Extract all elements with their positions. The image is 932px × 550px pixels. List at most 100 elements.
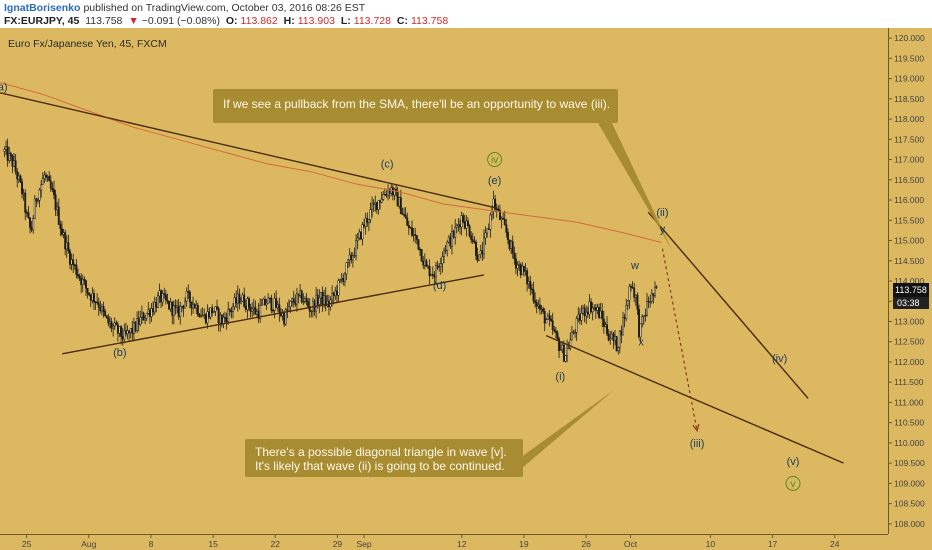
candle xyxy=(633,282,636,303)
note-pointer-sma xyxy=(598,123,672,250)
candle xyxy=(324,287,327,312)
y-tick-label: 108.500 xyxy=(894,499,925,509)
y-tick-label: 111.500 xyxy=(894,377,924,387)
candle xyxy=(45,172,47,182)
candle xyxy=(284,307,287,326)
bar-countdown: 03:38 xyxy=(893,297,929,309)
candle xyxy=(532,281,535,304)
candle xyxy=(120,325,123,345)
wave-label-text: v xyxy=(790,479,795,490)
candle xyxy=(602,310,605,334)
author-link[interactable]: IgnatBorisenko xyxy=(4,2,81,14)
y-tick-label: 116.000 xyxy=(894,195,924,205)
candle xyxy=(204,313,207,325)
trendline[interactable] xyxy=(545,335,844,464)
candle xyxy=(265,298,268,311)
wave-label-text: (c) xyxy=(381,159,394,171)
candle xyxy=(196,302,199,317)
candle xyxy=(188,290,191,309)
candle xyxy=(401,207,404,215)
wave-label: (iii) xyxy=(690,438,705,450)
candle xyxy=(243,287,246,308)
wave-label: (b) xyxy=(113,347,126,359)
x-tick-label: 29 xyxy=(333,539,343,549)
candle xyxy=(530,283,533,294)
trendlines[interactable] xyxy=(0,92,844,464)
candle xyxy=(639,323,642,343)
projection-line[interactable] xyxy=(661,248,698,431)
candle xyxy=(615,335,618,352)
candle xyxy=(240,297,242,305)
candle xyxy=(359,231,362,241)
candle xyxy=(489,212,492,238)
low-value: 113.728 xyxy=(353,15,391,27)
candle xyxy=(439,257,442,275)
wave-circle xyxy=(785,475,801,491)
candle xyxy=(211,304,214,317)
candle xyxy=(566,339,569,363)
wave-circle xyxy=(487,152,503,168)
candle xyxy=(630,284,632,292)
trendline[interactable] xyxy=(62,274,485,355)
candle xyxy=(543,308,546,332)
wave-label-text: a) xyxy=(0,82,8,94)
x-tick-label: 15 xyxy=(208,539,218,549)
candle xyxy=(534,292,537,308)
candle xyxy=(164,289,167,305)
candle xyxy=(232,303,234,319)
candle xyxy=(339,278,342,284)
wave-iii-projection[interactable] xyxy=(661,248,700,433)
candle xyxy=(606,316,608,337)
candle xyxy=(69,248,71,270)
candle xyxy=(27,206,30,219)
candle xyxy=(96,293,99,305)
candle xyxy=(655,285,658,289)
candle xyxy=(179,301,182,325)
candle xyxy=(32,214,35,234)
candle xyxy=(161,290,164,307)
candle xyxy=(407,220,410,236)
candle xyxy=(553,326,556,333)
candle xyxy=(569,332,572,351)
candle xyxy=(367,219,370,232)
candle xyxy=(310,309,313,318)
wave-label: (e) xyxy=(488,175,501,187)
y-tick-label: 117.500 xyxy=(894,134,924,144)
symbol-label[interactable]: FX:EURJPY, 45 xyxy=(4,15,80,27)
candle xyxy=(355,234,358,261)
y-tick-label: 119.000 xyxy=(894,74,924,84)
trendline[interactable] xyxy=(647,211,809,399)
candle xyxy=(420,249,423,262)
candle xyxy=(562,340,565,362)
candle xyxy=(150,302,153,322)
candle xyxy=(545,317,548,324)
y-tick-label: 112.500 xyxy=(894,337,924,347)
candle xyxy=(425,258,428,267)
candle xyxy=(102,301,105,318)
candle xyxy=(168,300,171,311)
note-pointer-diagonal xyxy=(506,390,614,468)
candle xyxy=(110,317,113,333)
candle xyxy=(49,175,52,192)
candle xyxy=(438,262,441,272)
candle xyxy=(93,289,95,311)
candle xyxy=(123,323,126,344)
candle xyxy=(21,178,23,199)
wave-label-text: (ii) xyxy=(656,207,668,219)
note-diagonal-triangle[interactable]: There's a possible diagonal triangle in … xyxy=(245,439,523,477)
wave-label-text: (i) xyxy=(555,371,565,383)
note-sma-pullback[interactable]: If we see a pullback from the SMA, there… xyxy=(213,89,618,123)
candle xyxy=(399,189,402,214)
candle xyxy=(85,279,87,297)
candle xyxy=(369,202,372,224)
y-tick-label: 109.500 xyxy=(894,458,925,468)
candle xyxy=(570,325,573,341)
trendline[interactable] xyxy=(0,92,498,209)
y-tick-label: 116.500 xyxy=(894,175,924,185)
candle xyxy=(24,189,27,221)
candle xyxy=(201,307,204,317)
candle xyxy=(382,190,385,201)
candle xyxy=(484,226,487,245)
candle xyxy=(272,309,274,314)
candle xyxy=(139,310,142,327)
